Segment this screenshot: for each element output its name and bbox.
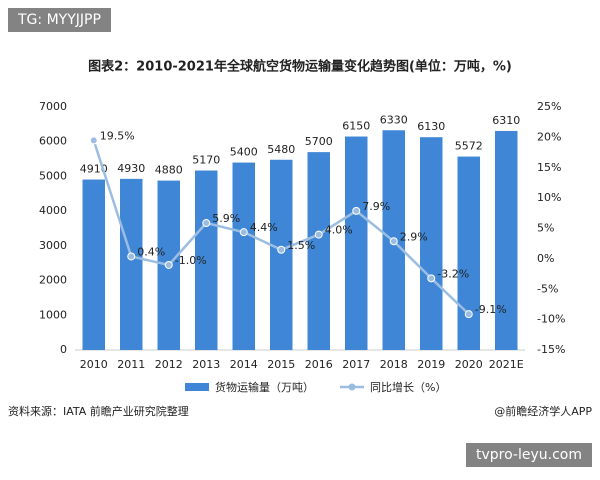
y2-tick-label: 10% bbox=[537, 191, 561, 204]
bar-value-label: 5700 bbox=[305, 135, 333, 148]
line-value-label: 1.5% bbox=[287, 239, 315, 252]
bar-value-label: 5572 bbox=[455, 140, 483, 153]
legend-label: 同比增长（%） bbox=[370, 380, 446, 394]
bar-value-label: 6130 bbox=[417, 120, 445, 133]
bar bbox=[495, 130, 518, 350]
bar bbox=[195, 170, 218, 350]
y2-tick-label: -15% bbox=[537, 343, 565, 356]
bar-value-label: 6330 bbox=[380, 113, 408, 126]
bar-value-label: 5480 bbox=[267, 143, 295, 156]
x-tick-label: 2015 bbox=[267, 358, 295, 371]
y-tick-label: 5000 bbox=[39, 169, 67, 182]
line-point bbox=[427, 274, 436, 283]
line-value-label: 4.0% bbox=[325, 224, 353, 237]
line-value-label: 5.9% bbox=[212, 212, 240, 225]
x-tick-label: 2014 bbox=[230, 358, 258, 371]
line-value-label: 19.5% bbox=[100, 129, 135, 142]
line-value-label: 4.4% bbox=[250, 221, 278, 234]
line-point bbox=[314, 230, 323, 239]
y-tick-label: 2000 bbox=[39, 274, 67, 287]
bar-value-label: 6150 bbox=[342, 120, 370, 133]
line-value-label: 0.4% bbox=[137, 245, 165, 258]
x-tick-label: 2013 bbox=[192, 358, 220, 371]
line-point bbox=[127, 252, 136, 261]
bar bbox=[307, 152, 330, 350]
x-tick-label: 2020 bbox=[455, 358, 483, 371]
line-point bbox=[202, 219, 211, 228]
bar-value-label: 6310 bbox=[492, 114, 520, 127]
legend-swatch bbox=[348, 383, 356, 391]
x-tick-label: 2012 bbox=[155, 358, 183, 371]
line-point bbox=[352, 206, 361, 215]
y-tick-label: 3000 bbox=[39, 239, 67, 252]
y2-tick-label: 5% bbox=[537, 222, 554, 235]
y2-tick-label: 25% bbox=[537, 100, 561, 113]
bar bbox=[82, 179, 105, 350]
y2-tick-label: -5% bbox=[537, 282, 558, 295]
bar bbox=[345, 136, 368, 350]
line-point bbox=[389, 237, 398, 246]
line-point bbox=[89, 136, 98, 145]
watermark-badge: TG: MYYJJPP bbox=[8, 8, 111, 32]
bar bbox=[232, 162, 255, 350]
line-point bbox=[164, 260, 173, 269]
bar-value-label: 5400 bbox=[230, 146, 258, 159]
y-tick-label: 1000 bbox=[39, 308, 67, 321]
bar-value-label: 4880 bbox=[155, 164, 183, 177]
y-tick-label: 6000 bbox=[39, 135, 67, 148]
line-value-label: -9.1% bbox=[475, 303, 507, 316]
y-tick-label: 4000 bbox=[39, 204, 67, 217]
y-tick-label: 0 bbox=[60, 343, 67, 356]
legend-swatch bbox=[185, 383, 209, 391]
legend-label: 货物运输量（万吨） bbox=[215, 380, 314, 394]
x-tick-label: 2021E bbox=[489, 358, 524, 371]
y2-tick-label: -10% bbox=[537, 313, 565, 326]
x-tick-label: 2011 bbox=[117, 358, 145, 371]
line-point bbox=[239, 228, 248, 237]
bar bbox=[420, 137, 443, 350]
bar-value-label: 4930 bbox=[117, 162, 145, 175]
chart-title: 图表2：2010-2021年全球航空货物运输量变化趋势图(单位：万吨，%) bbox=[88, 59, 512, 75]
line-value-label: 2.9% bbox=[400, 230, 428, 243]
line-value-label: -1.0% bbox=[175, 254, 207, 267]
line-point bbox=[464, 310, 473, 319]
footer-badge: tvpro-leyu.com bbox=[466, 443, 592, 467]
y-tick-label: 7000 bbox=[39, 100, 67, 113]
bar bbox=[120, 178, 143, 350]
y2-tick-label: 15% bbox=[537, 161, 561, 174]
y2-tick-label: 20% bbox=[537, 130, 561, 143]
x-tick-label: 2016 bbox=[305, 358, 333, 371]
bar bbox=[270, 159, 293, 350]
bar bbox=[457, 156, 480, 350]
y2-tick-label: 0% bbox=[537, 252, 554, 265]
source: 资料来源：IATA 前瞻产业研究院整理 bbox=[8, 404, 189, 418]
bar-value-label: 5170 bbox=[192, 154, 220, 167]
x-tick-label: 2019 bbox=[417, 358, 445, 371]
x-tick-label: 2017 bbox=[342, 358, 370, 371]
credit: @前瞻经济学人APP bbox=[494, 404, 592, 418]
line-point bbox=[277, 245, 286, 254]
line-value-label: -3.2% bbox=[437, 267, 469, 280]
x-tick-label: 2018 bbox=[380, 358, 408, 371]
x-tick-label: 2010 bbox=[80, 358, 108, 371]
line-value-label: 7.9% bbox=[362, 200, 390, 213]
